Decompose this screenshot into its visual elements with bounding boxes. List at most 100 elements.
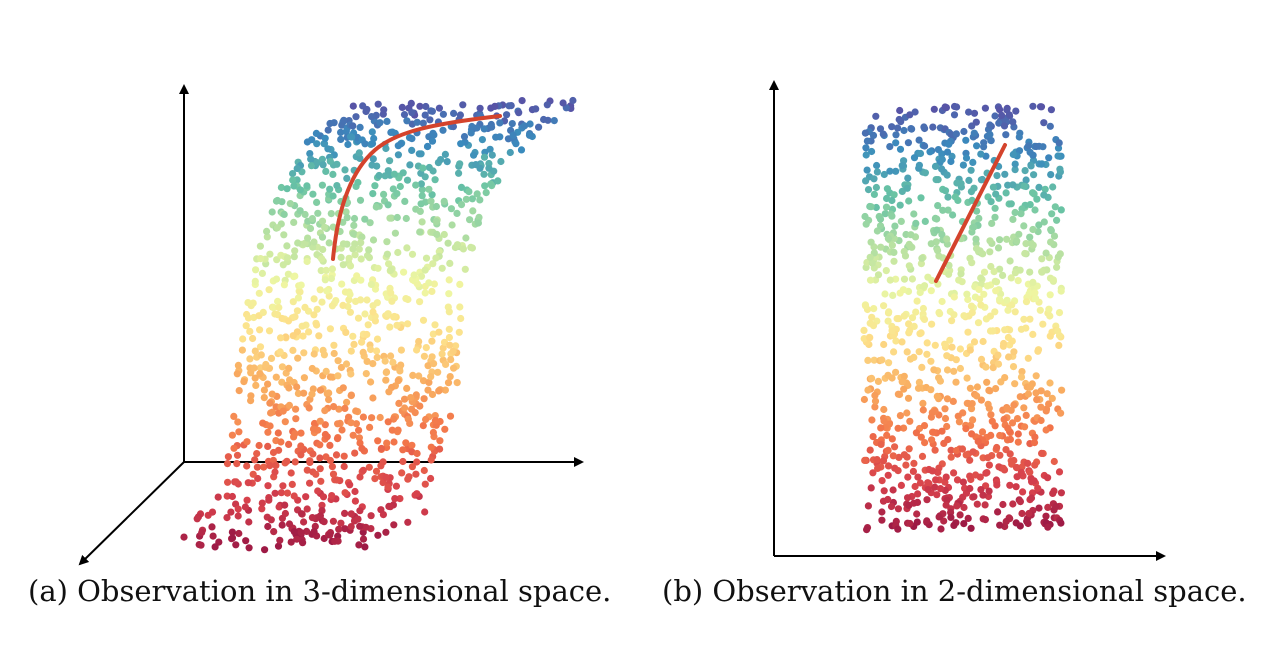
scatter-point bbox=[359, 535, 368, 543]
scatter-point bbox=[365, 246, 373, 254]
scatter-point bbox=[316, 286, 324, 294]
scatter-point bbox=[535, 123, 543, 131]
scatter-point bbox=[900, 126, 908, 135]
scatter-point bbox=[310, 311, 318, 319]
scatter-point bbox=[297, 451, 305, 459]
scatter-point bbox=[309, 425, 318, 433]
scatter-point bbox=[903, 184, 911, 192]
scatter-point bbox=[978, 175, 987, 184]
scatter-point bbox=[970, 493, 978, 501]
scatter-point bbox=[911, 108, 919, 116]
scatter-point bbox=[1024, 354, 1032, 362]
scatter-point bbox=[436, 417, 444, 426]
scatter-point bbox=[310, 527, 318, 536]
scatter-point bbox=[457, 201, 466, 209]
scatter-point bbox=[257, 255, 265, 263]
scatter-point bbox=[989, 364, 997, 372]
scatter-point bbox=[916, 288, 924, 297]
scatter-point bbox=[398, 103, 406, 111]
scatter-point bbox=[460, 133, 469, 141]
scatter-point bbox=[330, 341, 338, 349]
scatter-point bbox=[313, 198, 321, 206]
scatter-point bbox=[962, 425, 970, 433]
scatter-point bbox=[374, 100, 382, 108]
scatter-point bbox=[393, 213, 401, 222]
scatter-point bbox=[334, 357, 342, 365]
scatter-point bbox=[358, 444, 366, 453]
scatter-point bbox=[1047, 106, 1055, 114]
scatter-point bbox=[1045, 154, 1053, 162]
scatter-point bbox=[359, 466, 367, 474]
scatter-point bbox=[930, 366, 938, 374]
scatter-point bbox=[247, 397, 255, 405]
scatter-point bbox=[1029, 102, 1037, 110]
scatter-point bbox=[316, 454, 324, 462]
scatter-point bbox=[953, 446, 961, 455]
scatter-point bbox=[991, 277, 999, 285]
scatter-point bbox=[895, 453, 903, 461]
scatter-point bbox=[243, 462, 251, 470]
scatter-point bbox=[969, 416, 977, 424]
panel-b-point-cloud bbox=[860, 102, 1066, 534]
scatter-point bbox=[406, 419, 414, 427]
scatter-point bbox=[384, 167, 392, 175]
scatter-point bbox=[441, 386, 449, 394]
scatter-point bbox=[987, 431, 995, 439]
scatter-point bbox=[928, 436, 936, 444]
scatter-point bbox=[993, 481, 1001, 489]
scatter-point bbox=[994, 244, 1003, 252]
scatter-point bbox=[342, 360, 351, 368]
scatter-point bbox=[394, 248, 402, 257]
scatter-point bbox=[419, 422, 427, 430]
scatter-point bbox=[1049, 183, 1057, 191]
scatter-point bbox=[310, 295, 318, 303]
scatter-point bbox=[352, 407, 360, 415]
scatter-point bbox=[1037, 403, 1045, 411]
scatter-point bbox=[977, 355, 986, 363]
scatter-point bbox=[450, 109, 458, 117]
scatter-point bbox=[446, 341, 454, 349]
scatter-point bbox=[329, 517, 337, 525]
scatter-point bbox=[412, 470, 420, 478]
scatter-point bbox=[429, 428, 437, 437]
scatter-point bbox=[898, 338, 906, 346]
scatter-point bbox=[404, 518, 412, 526]
scatter-point bbox=[253, 450, 261, 458]
scatter-point bbox=[954, 196, 962, 204]
scatter-point bbox=[301, 303, 309, 311]
scatter-point bbox=[318, 155, 326, 163]
scatter-point bbox=[870, 190, 879, 198]
scatter-point bbox=[896, 106, 904, 115]
scatter-point bbox=[341, 166, 349, 174]
scatter-point bbox=[244, 299, 252, 307]
scatter-point bbox=[430, 280, 438, 288]
scatter-point bbox=[230, 412, 238, 420]
scatter-point bbox=[327, 210, 335, 218]
scatter-point bbox=[912, 429, 921, 437]
scatter-point bbox=[294, 294, 302, 302]
scatter-point bbox=[273, 196, 282, 205]
scatter-point bbox=[377, 506, 385, 514]
scatter-point bbox=[986, 130, 994, 139]
scatter-point bbox=[321, 134, 329, 142]
scatter-point bbox=[1050, 232, 1059, 240]
panel-a-geodesic-path bbox=[331, 114, 502, 261]
scatter-point bbox=[300, 389, 308, 397]
scatter-point bbox=[438, 350, 446, 358]
scatter-point bbox=[950, 293, 958, 301]
scatter-point bbox=[982, 363, 990, 371]
scatter-point bbox=[1042, 426, 1050, 434]
scatter-point bbox=[350, 221, 358, 229]
scatter-point bbox=[386, 157, 394, 165]
scatter-point bbox=[435, 387, 443, 395]
scatter-point bbox=[421, 266, 429, 274]
scatter-point bbox=[398, 469, 406, 477]
scatter-point bbox=[921, 439, 929, 447]
scatter-point bbox=[386, 266, 394, 275]
scatter-point bbox=[349, 122, 357, 130]
scatter-point bbox=[228, 528, 236, 536]
scatter-point bbox=[904, 394, 913, 402]
scatter-point bbox=[373, 353, 381, 362]
scatter-point bbox=[905, 240, 913, 248]
scatter-point bbox=[337, 135, 345, 143]
